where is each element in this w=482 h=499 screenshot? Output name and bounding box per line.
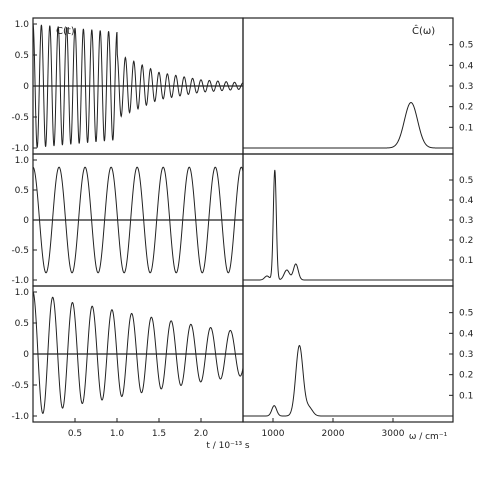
y-tick-label: 0.5 <box>15 51 29 61</box>
y-tick-label: 0.5 <box>459 41 473 51</box>
panel-left-top: C(t) 1.0 0.5 0 -0.5 -1.0 <box>11 17 244 155</box>
y-tick-label: -0.5 <box>11 246 29 256</box>
y-tick-label: 0.3 <box>459 350 473 360</box>
y-ticks: 1.0 0.5 0 -0.5 -1.0 <box>11 156 37 286</box>
series-line <box>32 291 244 414</box>
series-line <box>32 166 244 274</box>
y-tick-label: 0.3 <box>459 82 473 92</box>
y-ticks: 0.5 0.4 0.3 0.2 0.1 <box>449 309 474 401</box>
y-tick-label: 0.5 <box>15 319 29 329</box>
y-tick-label: 0.2 <box>459 103 473 113</box>
series-line <box>243 169 453 281</box>
y-tick-label: 0.5 <box>459 176 473 186</box>
y-tick-label: -1.0 <box>11 276 29 286</box>
y-tick-label: 0.1 <box>459 391 473 401</box>
x-tick-label: 1.5 <box>152 429 166 439</box>
panel-annotation: Ĉ(ω) <box>412 24 435 37</box>
panel-left-bottom: 1.0 0.5 0 -0.5 -1.0 0.5 1.0 1.5 2.0 t / 10⁻¹³ s <box>11 285 250 451</box>
y-tick-label: 1.0 <box>15 20 30 30</box>
x-axis-title: t / 10⁻¹³ s <box>206 441 250 451</box>
y-tick-label: 0.4 <box>459 61 474 71</box>
y-ticks: 0.5 0.4 0.3 0.2 0.1 <box>449 176 474 266</box>
x-tick-label: 2000 <box>322 429 345 439</box>
y-tick-label: 0.1 <box>459 123 473 133</box>
y-ticks: 0.5 0.4 0.3 0.2 0.1 <box>449 41 474 133</box>
y-tick-label: 1.0 <box>15 156 30 166</box>
y-tick-label: 0 <box>23 350 29 360</box>
y-tick-label: 0.5 <box>459 309 473 319</box>
panel-right-middle: 0.5 0.4 0.3 0.2 0.1 <box>242 153 474 287</box>
y-tick-label: 0 <box>23 216 29 226</box>
x-tick-label: 1.0 <box>110 429 125 439</box>
y-tick-label: -1.0 <box>11 144 29 154</box>
x-tick-label: 2.0 <box>194 429 209 439</box>
y-tick-label: -1.0 <box>11 412 29 422</box>
y-tick-label: 0.2 <box>459 371 473 381</box>
panel-annotation: C(t) <box>56 26 75 37</box>
x-tick-label: 1000 <box>262 429 285 439</box>
series-line <box>32 23 244 148</box>
x-tick-label: 3000 <box>382 429 405 439</box>
x-tick-label: 0.5 <box>68 429 82 439</box>
series-line <box>243 102 453 149</box>
y-tick-label: 0.4 <box>459 196 474 206</box>
panel-right-bottom: 0.5 0.4 0.3 0.2 0.1 1000 2000 3000 ω / cm⁻¹ <box>242 285 474 442</box>
panel-right-top: Ĉ(ω) 0.5 0.4 0.3 0.2 0.1 <box>242 17 474 155</box>
x-ticks: 1000 2000 3000 <box>262 418 405 439</box>
y-tick-label: 0.1 <box>459 256 473 266</box>
y-tick-label: 0.3 <box>459 216 473 226</box>
y-tick-label: -0.5 <box>11 381 29 391</box>
panel-left-middle: 1.0 0.5 0 -0.5 -1.0 <box>11 153 244 287</box>
y-tick-label: -0.5 <box>11 113 29 123</box>
x-axis-title: ω / cm⁻¹ <box>409 432 448 442</box>
x-ticks: 0.5 1.0 1.5 2.0 <box>68 418 209 439</box>
y-tick-label: 1.0 <box>15 288 30 298</box>
y-tick-label: 0.5 <box>15 186 29 196</box>
y-tick-label: 0 <box>23 82 29 92</box>
y-tick-label: 0.4 <box>459 329 474 339</box>
y-tick-label: 0.2 <box>459 236 473 246</box>
series-line <box>243 344 453 417</box>
panel-frame <box>242 285 454 423</box>
